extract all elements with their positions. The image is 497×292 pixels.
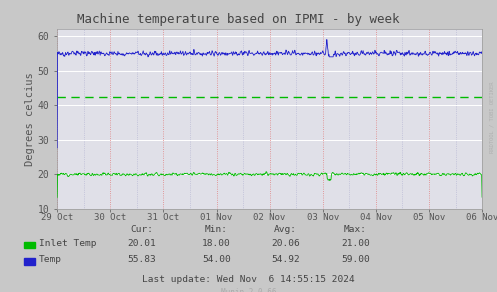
Text: Munin 2.0.66: Munin 2.0.66 xyxy=(221,288,276,292)
Text: 18.00: 18.00 xyxy=(202,239,231,248)
Text: 20.06: 20.06 xyxy=(271,239,300,248)
Y-axis label: Degrees celcius: Degrees celcius xyxy=(25,72,35,166)
Text: Inlet Temp: Inlet Temp xyxy=(39,239,96,248)
Text: 21.00: 21.00 xyxy=(341,239,370,248)
Text: 54.92: 54.92 xyxy=(271,256,300,264)
Text: 54.00: 54.00 xyxy=(202,256,231,264)
Text: 59.00: 59.00 xyxy=(341,256,370,264)
Text: Cur:: Cur: xyxy=(130,225,153,234)
Text: Last update: Wed Nov  6 14:55:15 2024: Last update: Wed Nov 6 14:55:15 2024 xyxy=(142,275,355,284)
Text: Min:: Min: xyxy=(205,225,228,234)
Text: 55.83: 55.83 xyxy=(127,256,156,264)
Text: RRDTOOL / TOBI OETIKER: RRDTOOL / TOBI OETIKER xyxy=(490,81,495,152)
Text: Avg:: Avg: xyxy=(274,225,297,234)
Text: 20.01: 20.01 xyxy=(127,239,156,248)
Text: Max:: Max: xyxy=(344,225,367,234)
Text: Machine temperature based on IPMI - by week: Machine temperature based on IPMI - by w… xyxy=(78,13,400,26)
Text: Temp: Temp xyxy=(39,256,62,264)
